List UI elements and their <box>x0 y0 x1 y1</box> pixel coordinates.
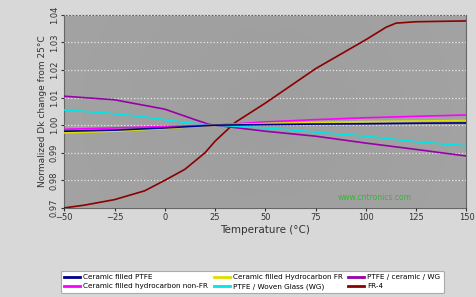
Legend: Ceramic filled PTFE, Ceramic filled hydrocarbon non-FR, Ceramic filled Hydrocarb: Ceramic filled PTFE, Ceramic filled hydr… <box>61 271 444 293</box>
Text: www.cntronics.com: www.cntronics.com <box>338 193 412 202</box>
Y-axis label: Normalized Dk change from 25°C: Normalized Dk change from 25°C <box>38 36 47 187</box>
X-axis label: Temperature (°C): Temperature (°C) <box>220 225 310 235</box>
